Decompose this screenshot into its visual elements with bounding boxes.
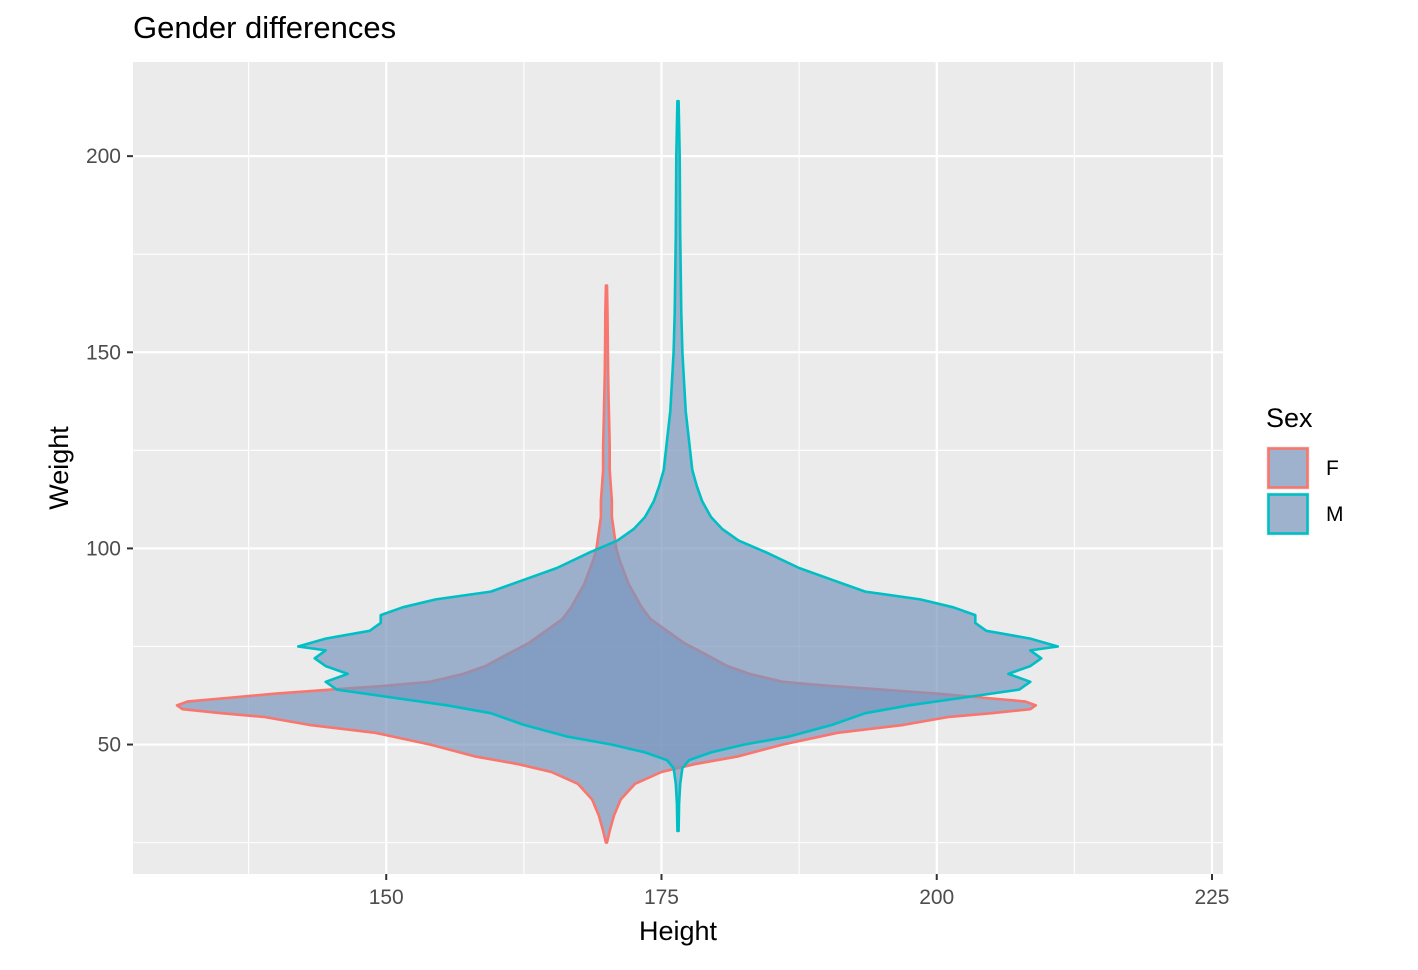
x-axis-title: Height (639, 916, 718, 946)
y-tick-label: 150 (86, 341, 121, 364)
x-tick-label: 200 (919, 886, 954, 909)
x-tick-label: 225 (1194, 886, 1229, 909)
legend-key-M (1266, 492, 1310, 536)
x-tick-label: 175 (644, 886, 679, 909)
legend-key-F (1266, 446, 1310, 490)
legend-key-swatch (1267, 447, 1309, 489)
y-axis-title: Weight (44, 426, 74, 510)
y-tick-label: 200 (86, 145, 121, 168)
violin-M (296, 99, 1060, 833)
violins (175, 99, 1060, 844)
legend-label-F: F (1326, 457, 1339, 480)
y-axis-ticks: 50 100 150 200 (86, 145, 133, 757)
x-tick-label: 150 (369, 886, 404, 909)
legend-label-M: M (1326, 503, 1344, 526)
legend-title: Sex (1266, 403, 1313, 433)
chart-title: Gender differences (133, 10, 396, 45)
y-tick-label: 50 (98, 734, 121, 757)
legend-key-swatch (1267, 493, 1309, 535)
legend: Sex FM (1266, 403, 1344, 536)
x-axis-ticks: 150 175 200 225 (369, 874, 1230, 909)
y-tick-label: 100 (86, 537, 121, 560)
